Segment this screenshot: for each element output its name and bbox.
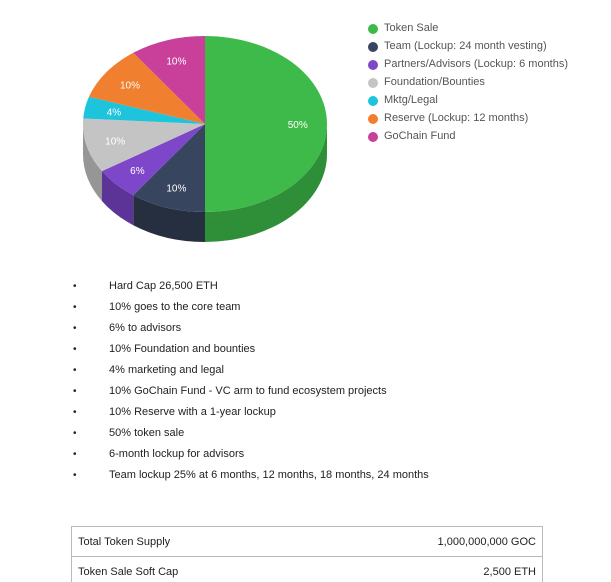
legend-item-partners-advisors: Partners/Advisors (Lockup: 6 months)	[368, 58, 598, 71]
pie-chart: 50% 10% 6% 10% 4% 10% 10%	[83, 36, 327, 242]
table-cell-label: Token Sale Soft Cap	[70, 556, 309, 582]
bullet-marker: •	[73, 449, 77, 460]
legend-item-mktg-legal: Mktg/Legal	[368, 94, 598, 107]
legend-swatch	[368, 60, 378, 70]
pie-data-label: 6%	[130, 166, 145, 177]
pie-labels: 50% 10% 6% 10% 4% 10% 10%	[105, 56, 308, 194]
pie-side-token-sale	[205, 124, 327, 242]
pie-slice-foundation-bounties	[83, 118, 205, 172]
list-item-text: 10% goes to the core team	[109, 301, 241, 313]
pie-slice-token-sale	[205, 36, 327, 212]
bullet-marker: •	[73, 428, 77, 439]
list-item-text: Hard Cap 26,500 ETH	[109, 280, 218, 292]
bullet-marker: •	[73, 344, 77, 355]
bullet-marker: •	[73, 302, 77, 313]
legend-label: Mktg/Legal	[384, 94, 438, 106]
bullet-marker: •	[73, 365, 77, 376]
pie-data-label: 10%	[120, 81, 140, 92]
legend-swatch	[368, 114, 378, 124]
legend-swatch	[368, 132, 378, 142]
pie-slice-team-lockup-24-month-vesting	[133, 124, 205, 212]
legend-item-reserve: Reserve (Lockup: 12 months)	[368, 112, 598, 125]
legend-label: Partners/Advisors (Lockup: 6 months)	[384, 58, 569, 70]
list-item-text: 4% marketing and legal	[109, 364, 224, 376]
list-item-text: 10% Reserve with a 1-year lockup	[109, 406, 276, 418]
bullet-marker: •	[73, 407, 77, 418]
bullet-marker: •	[73, 386, 77, 397]
legend-swatch	[368, 24, 378, 34]
table-cell-value: 2,500 ETH	[308, 556, 543, 582]
list-item-text: 6% to advisors	[109, 322, 182, 334]
pie-side-foundation-bounties	[83, 124, 102, 202]
legend-swatch	[368, 78, 378, 88]
bullet-marker: •	[73, 323, 77, 334]
table-cell-label: Total Token Supply	[70, 526, 309, 557]
list-item-text: 10% GoChain Fund - VC arm to fund ecosys…	[109, 385, 387, 397]
legend-item-foundation-bounties: Foundation/Bounties	[368, 76, 598, 89]
legend-label: GoChain Fund	[384, 130, 456, 142]
legend-label: Foundation/Bounties	[384, 76, 485, 88]
pie-data-label: 10%	[166, 184, 186, 195]
pie-slice-partners-advisors-lockup-6-months	[101, 124, 205, 196]
legend-label: Reserve (Lockup: 12 months)	[384, 112, 529, 124]
pie-slice-gochain-fund	[133, 36, 205, 124]
legend-swatch	[368, 96, 378, 106]
pie-slice-reserve-lockup-12-months	[88, 52, 205, 124]
pie-data-label: 10%	[166, 56, 186, 67]
table-cell-value: 1,000,000,000 GOC	[308, 526, 543, 557]
bullet-marker: •	[73, 470, 77, 481]
pie-data-label: 4%	[107, 107, 122, 118]
pie-data-label: 50%	[288, 120, 308, 131]
pie-tops	[83, 36, 327, 212]
legend-item-gochain-fund: GoChain Fund	[368, 130, 598, 143]
pie-side-partners-advisors-lockup-6-months	[101, 171, 134, 226]
list-item-text: 50% token sale	[109, 427, 185, 439]
bullet-marker: •	[73, 281, 77, 292]
legend-item-team: Team (Lockup: 24 month vesting)	[368, 40, 598, 53]
pie-side-team-lockup-24-month-vesting	[133, 195, 205, 242]
legend-item-token-sale: Token Sale	[368, 22, 598, 35]
pie-slice-mktg-legal	[83, 96, 205, 124]
legend-swatch	[368, 42, 378, 52]
list-item-text: 6-month lockup for advisors	[109, 448, 245, 460]
table-row: Token Sale Soft Cap 2,500 ETH	[70, 556, 543, 582]
token-supply-table: Total Token Supply 1,000,000,000 GOC Tok…	[70, 526, 543, 582]
list-item-text: Team lockup 25% at 6 months, 12 months, …	[109, 469, 429, 481]
chart-legend: Token Sale Team (Lockup: 24 month vestin…	[368, 22, 598, 148]
pie-data-label: 10%	[105, 137, 125, 148]
legend-label: Token Sale	[384, 22, 439, 34]
table-row: Total Token Supply 1,000,000,000 GOC	[70, 526, 543, 557]
list-item-text: 10% Foundation and bounties	[109, 343, 256, 355]
legend-label: Team (Lockup: 24 month vesting)	[384, 40, 547, 52]
pie-sides	[83, 124, 327, 242]
